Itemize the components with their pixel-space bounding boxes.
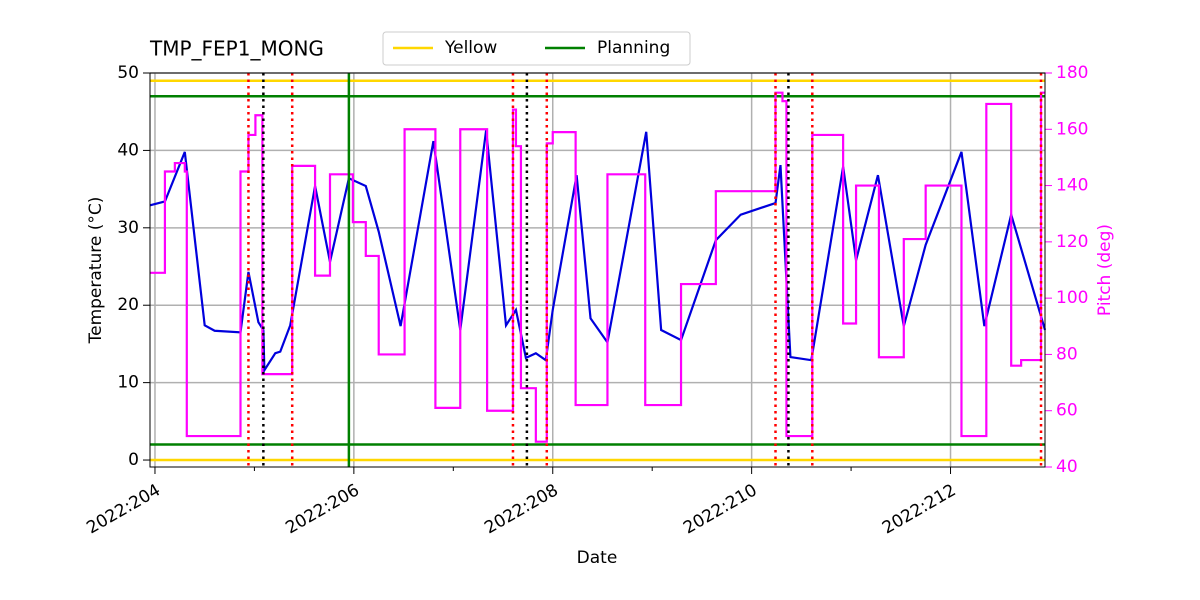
plot-frame bbox=[149, 72, 1046, 468]
legend: Yellow Planning bbox=[382, 31, 691, 66]
y2-tick-label: 180 bbox=[1056, 63, 1088, 83]
y2-tick-label: 60 bbox=[1056, 401, 1078, 421]
y-tick-label: 0 bbox=[128, 450, 139, 470]
legend-label: Yellow bbox=[444, 38, 497, 58]
y2-tick-label: 140 bbox=[1056, 176, 1088, 196]
y-axis-label: Temperature (°C) bbox=[86, 197, 106, 345]
legend-box bbox=[382, 31, 691, 66]
y-tick-label: 20 bbox=[117, 295, 139, 315]
y2-tick-label: 100 bbox=[1056, 288, 1088, 308]
y-tick-label: 50 bbox=[117, 63, 139, 83]
y2-tick-label: 120 bbox=[1056, 232, 1088, 252]
y-tick-label: 40 bbox=[117, 140, 139, 160]
y2-tick-label: 80 bbox=[1056, 344, 1078, 364]
y-tick-label: 10 bbox=[117, 373, 139, 393]
x-axis-label: Date bbox=[577, 548, 618, 568]
y2-tick-label: 40 bbox=[1056, 457, 1078, 477]
y2-tick-label: 160 bbox=[1056, 119, 1088, 139]
legend-label: Planning bbox=[597, 38, 670, 58]
chart-title: TMP_FEP1_MONG bbox=[149, 37, 324, 61]
y-tick-label: 30 bbox=[117, 218, 139, 238]
data-line bbox=[150, 91, 1045, 443]
y2-axis-label: Pitch (deg) bbox=[1095, 224, 1115, 316]
